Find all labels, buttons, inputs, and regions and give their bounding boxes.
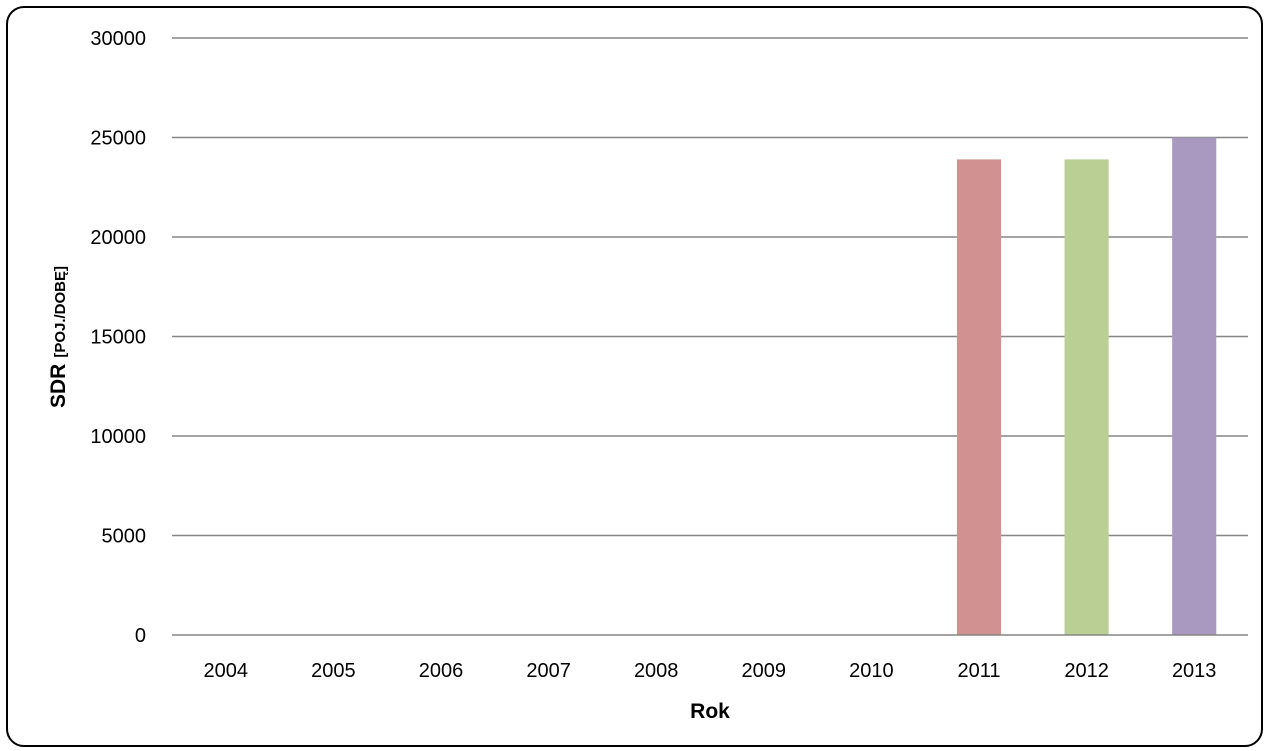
x-tick-label: 2013 [1172,660,1217,682]
bar-2012 [1064,159,1109,635]
x-tick-label: 2006 [419,660,464,682]
y-tick-label: 10000 [90,426,146,448]
y-tick-label: 25000 [90,128,146,150]
y-tick-label: 15000 [90,327,146,349]
bars [956,137,1217,635]
x-tick-label: 2007 [526,660,571,682]
y-tick-label: 5000 [102,526,147,548]
bar-2013 [1172,137,1217,635]
y-axis-title-unit: [POJ./DOBĘ] [52,266,69,358]
x-tick-label: 2009 [742,660,787,682]
bar-2011 [956,159,1002,635]
x-tick-label: 2004 [204,660,249,682]
y-axis-title: SDR [POJ./DOBĘ] [47,266,70,408]
x-tick-labels: 2004 2005 2006 2007 2008 2009 2010 2011 2012 2013 [204,660,1217,682]
x-tick-label: 2010 [849,660,894,682]
x-tick-label: 2005 [311,660,356,682]
x-tick-label: 2012 [1064,660,1109,682]
y-tick-label: 0 [135,625,146,647]
x-tick-label: 2011 [957,660,1000,682]
chart-frame [6,6,1263,747]
y-tick-label: 20000 [90,227,146,249]
x-axis-title: Rok [690,700,730,723]
y-tick-label: 30000 [90,28,146,50]
y-axis-title-main: SDR [47,364,70,408]
x-tick-label: 2008 [634,660,679,682]
y-tick-labels: 0 5000 10000 15000 20000 25000 30000 [90,28,146,647]
